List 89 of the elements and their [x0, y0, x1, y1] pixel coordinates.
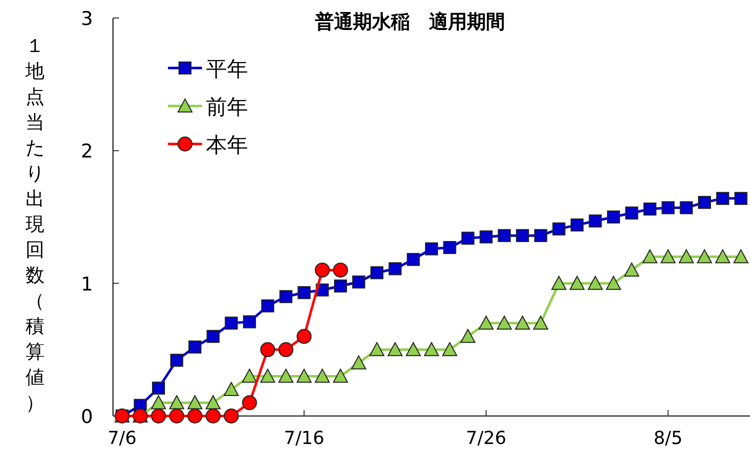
point: [552, 222, 566, 236]
point: [169, 408, 184, 424]
point: [170, 354, 184, 367]
point: [480, 230, 493, 244]
point: [279, 290, 292, 304]
point: [734, 192, 748, 205]
point: [588, 214, 602, 228]
point: [551, 276, 566, 290]
point: [570, 218, 584, 232]
point: [461, 232, 474, 245]
point: [588, 276, 603, 290]
point: [224, 316, 238, 330]
point: [278, 342, 294, 358]
text: １地点当たり出現回数（積算値）: [26, 35, 44, 414]
legend-label: 前年: [206, 95, 248, 119]
point: [715, 249, 730, 264]
point: [443, 241, 456, 254]
point: [442, 342, 458, 356]
point: [260, 342, 276, 358]
point: [314, 262, 330, 278]
point: [570, 276, 585, 290]
point: [187, 408, 202, 424]
point: [534, 229, 548, 242]
y-tick-label: 1: [80, 273, 93, 296]
point: [478, 316, 494, 330]
y-tick-label: 0: [80, 406, 93, 428]
point: [515, 316, 530, 330]
point: [351, 355, 366, 370]
point: [406, 342, 421, 356]
point: [334, 279, 347, 292]
x-tick-label: 7/6: [108, 428, 137, 449]
point: [662, 201, 675, 214]
point: [625, 206, 638, 220]
point: [369, 342, 384, 356]
point: [278, 368, 294, 383]
legend-label: 平年: [206, 57, 248, 81]
point: [533, 316, 548, 330]
point: [716, 192, 730, 205]
point: [388, 262, 402, 276]
point: [606, 276, 621, 290]
point: [260, 368, 276, 383]
point: [242, 395, 257, 410]
point: [680, 201, 693, 214]
point: [678, 249, 694, 264]
legend-label: 本年: [206, 133, 248, 157]
point: [406, 252, 420, 266]
point: [187, 395, 202, 410]
point: [242, 368, 257, 383]
point: [425, 242, 438, 256]
point: [516, 229, 529, 242]
point: [151, 395, 166, 410]
point: [296, 328, 312, 344]
point: [151, 408, 166, 424]
point: [496, 316, 512, 330]
point: [261, 299, 274, 312]
point: [388, 342, 403, 356]
point: [333, 262, 348, 278]
point: [624, 262, 640, 277]
point: [352, 276, 366, 289]
point: [224, 382, 239, 396]
x-tick-label: 7/26: [466, 428, 506, 449]
point: [296, 368, 312, 383]
point: [660, 249, 676, 264]
point: [314, 368, 330, 383]
point: [460, 328, 476, 343]
point: [298, 286, 311, 300]
point: [169, 395, 184, 410]
point: [424, 342, 439, 356]
point: [733, 249, 748, 264]
point: [698, 196, 711, 209]
point: [333, 368, 348, 383]
y-tick-label: 3: [80, 8, 93, 30]
point: [152, 382, 165, 395]
point: [224, 408, 239, 424]
point: [643, 202, 656, 216]
point: [206, 395, 221, 410]
point: [206, 408, 221, 424]
point: [206, 330, 220, 343]
point: [370, 266, 384, 280]
x-tick-label: 8/5: [654, 428, 683, 449]
point: [188, 340, 202, 354]
point: [243, 315, 256, 328]
point: [607, 210, 620, 224]
point: [642, 249, 658, 264]
y-tick-label: 2: [80, 140, 93, 163]
chart-title: 普通期水稲 適用期間: [314, 11, 505, 33]
x-tick-label: 7/16: [284, 428, 324, 449]
point: [498, 229, 511, 242]
point: [697, 249, 712, 264]
